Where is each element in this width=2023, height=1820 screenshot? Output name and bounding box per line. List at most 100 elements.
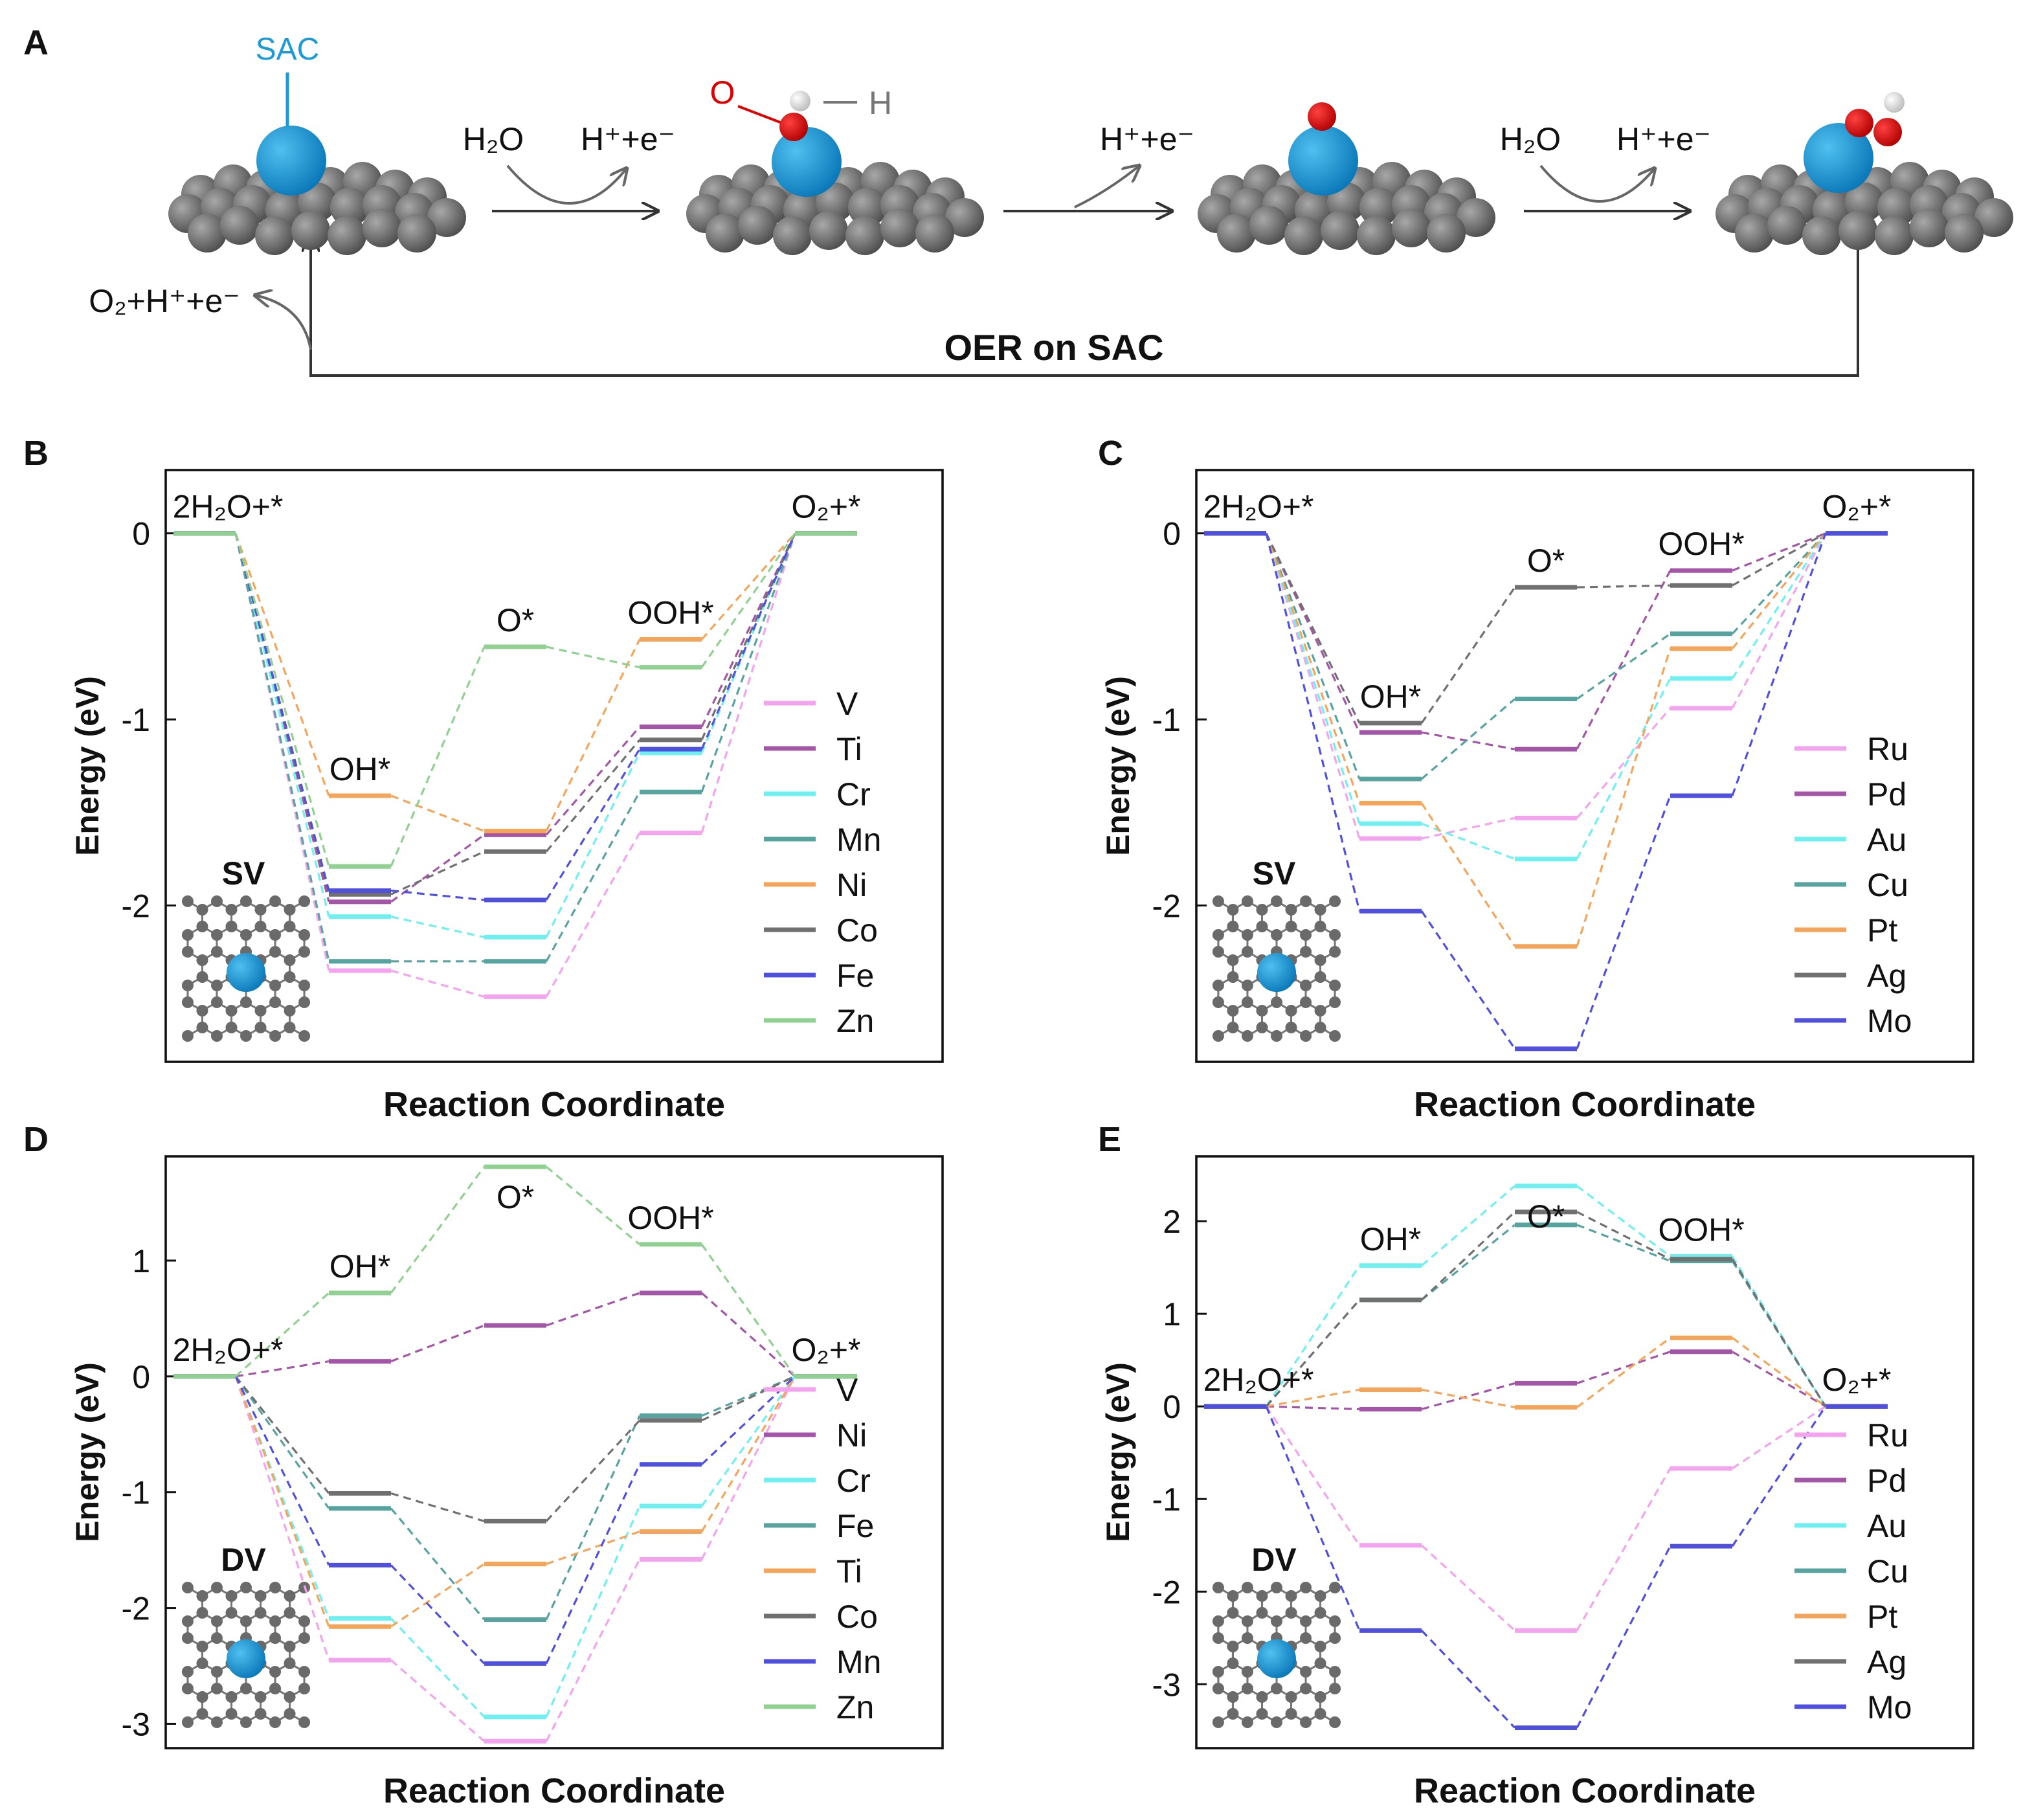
connector: [700, 533, 796, 728]
connector: [545, 739, 641, 853]
carbon-atom: [284, 971, 296, 983]
carbon-atom: [1300, 895, 1312, 907]
connector: [546, 646, 640, 669]
connector: [1731, 532, 1827, 709]
legend-label: Ru: [1867, 731, 1908, 767]
connector: [700, 533, 796, 750]
carbon-atom: [210, 1615, 223, 1627]
carbon-atom: [1212, 996, 1224, 1008]
carbon-atom: [1314, 904, 1326, 916]
connector: [1576, 633, 1671, 700]
carbon-atom: [1314, 1590, 1326, 1602]
legend-label: Mn: [836, 1644, 881, 1680]
reactant-label: H₂O: [1500, 121, 1561, 157]
connector: [1576, 1351, 1671, 1384]
carbon-atom: [240, 1030, 252, 1042]
carbon-atom: [298, 1632, 311, 1644]
connector: [234, 533, 330, 796]
connector: [700, 1244, 796, 1377]
connector: [1576, 678, 1671, 860]
state-label: OH*: [1360, 1221, 1421, 1257]
y-tick-label: -1: [1152, 1481, 1181, 1518]
carbon-atom: [225, 921, 238, 932]
y-tick-label: 1: [1163, 1296, 1181, 1332]
carbon-atom: [196, 1022, 208, 1033]
panel-a: A SAC H₂O H⁺+e⁻ O H H⁺+e⁻ H₂O H⁺+e⁻ O₂+H…: [23, 23, 2013, 377]
connector: [1576, 795, 1671, 1050]
atom: [1802, 216, 1841, 255]
carbon-atom: [1329, 1030, 1341, 1042]
connector: [1421, 1388, 1515, 1409]
carbon-atom: [1285, 1708, 1297, 1720]
carbon-atom: [1271, 1683, 1282, 1694]
atom: [1359, 188, 1398, 227]
legend-label: Mn: [836, 822, 881, 858]
state-label: O*: [497, 602, 534, 638]
connector: [234, 533, 330, 903]
carbon-atom: [1241, 1582, 1253, 1593]
carbon-atom: [1212, 1666, 1224, 1678]
connector: [1266, 1405, 1360, 1411]
carbon-atom: [1256, 1708, 1268, 1720]
carbon-atom: [1212, 929, 1224, 941]
carbon-atom: [1212, 1632, 1224, 1644]
state-label: O*: [497, 1179, 534, 1215]
connector: [700, 532, 796, 668]
connector: [234, 1376, 330, 1566]
atom-label: H: [869, 85, 892, 121]
atom: [773, 216, 812, 255]
carbon-atom: [298, 980, 311, 991]
connector: [1576, 1545, 1671, 1729]
atom: [772, 127, 842, 197]
connector: [1420, 1630, 1516, 1729]
carbon-atom: [181, 1666, 194, 1678]
carbon-atom: [1285, 904, 1297, 916]
connector: [545, 1464, 641, 1665]
state-label: OH*: [1360, 679, 1421, 715]
connector: [1421, 816, 1515, 840]
state-label: 2H₂O+*: [173, 489, 284, 525]
carbon-atom: [1227, 954, 1239, 966]
atom: [1875, 216, 1914, 255]
atom: [880, 208, 919, 247]
carbon-atom: [196, 1641, 208, 1652]
connector: [1265, 533, 1361, 733]
connector: [390, 1324, 485, 1363]
y-tick-label: -2: [122, 888, 150, 925]
carbon-atom: [269, 1666, 282, 1678]
legend-label: Ni: [836, 1417, 867, 1454]
connector: [390, 1166, 486, 1294]
carbon-atom: [269, 929, 282, 941]
carbon-atom: [1329, 1632, 1341, 1644]
y-tick-label: -3: [1152, 1667, 1181, 1703]
state-label: 2H₂O+*: [1203, 489, 1314, 525]
legend-label: Cr: [836, 1463, 871, 1499]
metal-atom: [227, 953, 265, 992]
carbon-atom: [225, 1590, 238, 1602]
carbon-atom: [1285, 1590, 1297, 1602]
legend-label: Pd: [1867, 1463, 1906, 1499]
carbon-atom: [298, 1683, 311, 1694]
atom: [790, 91, 810, 111]
carbon-atom: [1212, 1582, 1224, 1593]
carbon-atom: [284, 1005, 296, 1017]
connector: [390, 794, 485, 833]
state-label: 2H₂O+*: [173, 1332, 284, 1368]
connector: [1265, 533, 1361, 912]
connector: [234, 1376, 330, 1627]
connector: [390, 1492, 485, 1522]
carbon-atom: [1329, 929, 1341, 941]
carbon-atom: [1227, 1607, 1239, 1619]
carbon-atom: [1241, 1615, 1253, 1627]
atom: [427, 198, 466, 237]
connector: [701, 1375, 796, 1417]
carbon-atom: [240, 895, 252, 907]
y-tick-label: 0: [1163, 516, 1181, 552]
carbon-atom: [1227, 1005, 1239, 1017]
carbon-atom: [1241, 946, 1253, 958]
connector: [700, 533, 796, 833]
legend-label: Mo: [1867, 1003, 1912, 1039]
connector: [390, 916, 485, 938]
connector: [1265, 533, 1361, 780]
legend-label: Au: [1867, 1508, 1906, 1544]
